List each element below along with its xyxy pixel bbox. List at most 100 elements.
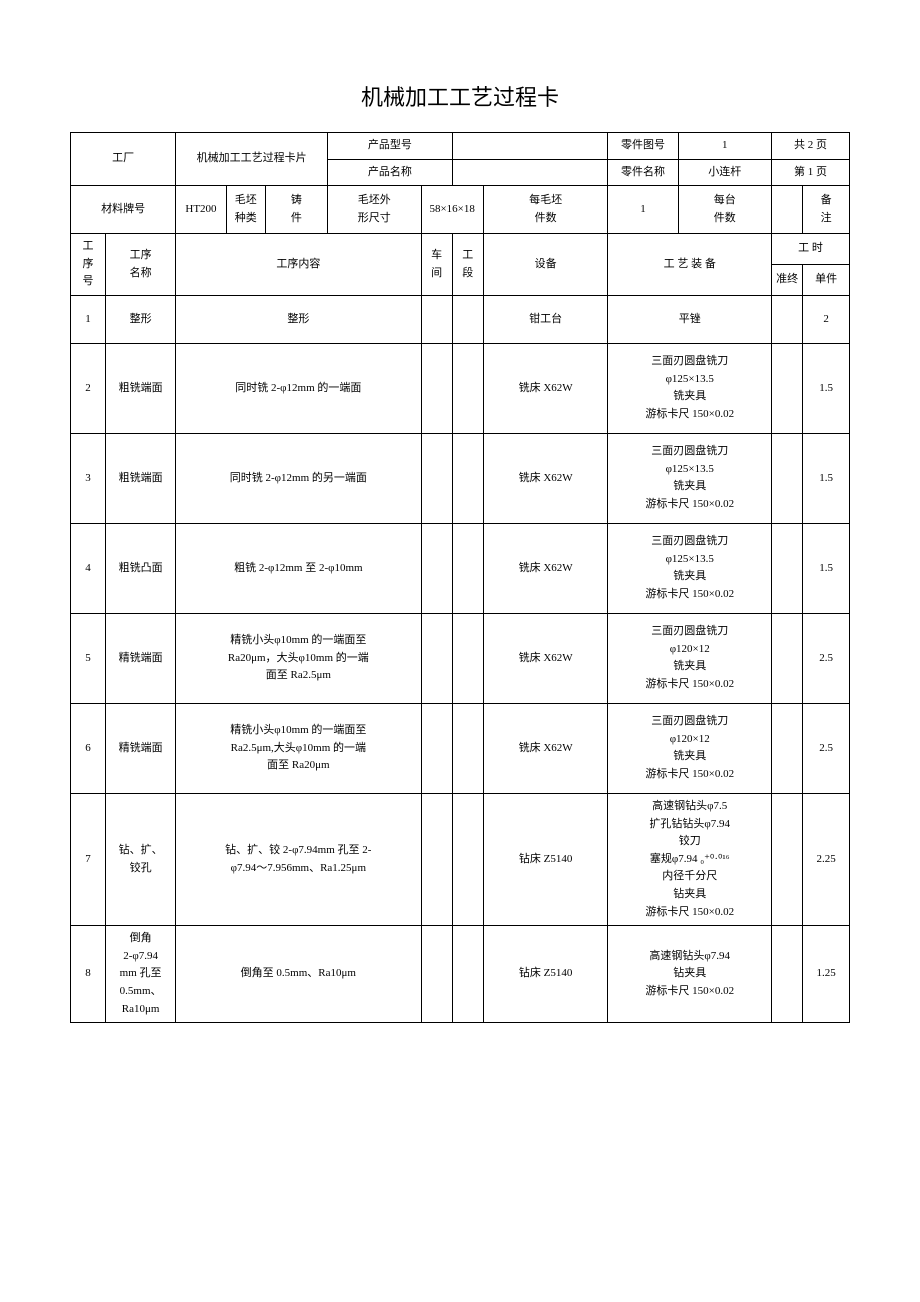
cell-prep: [772, 523, 803, 613]
material: HT200: [176, 186, 227, 234]
cell-prep: [772, 295, 803, 343]
cell-content: 同时铣 2-φ12mm 的一端面: [176, 343, 421, 433]
cell-shop: [421, 613, 452, 703]
part-name: 小连杆: [678, 159, 771, 186]
cell-seq: 1: [71, 295, 106, 343]
page-no: 第 1 页: [772, 159, 850, 186]
cell-seq: 6: [71, 703, 106, 793]
col-seq: 工 序 号: [71, 234, 106, 296]
material-label: 材料牌号: [71, 186, 176, 234]
col-tooling: 工 艺 装 备: [608, 234, 772, 296]
cell-tooling: 三面刃圆盘铣刀 φ125×13.5 铣夹具 游标卡尺 150×0.02: [608, 343, 772, 433]
cell-name: 钻、扩、 铰孔: [106, 793, 176, 925]
cell-equipment: 钻床 Z5140: [483, 793, 608, 925]
cell-name: 粗铣端面: [106, 433, 176, 523]
page-title: 机械加工工艺过程卡: [70, 80, 850, 112]
cell-content: 钻、扩、铰 2-φ7.94mm 孔至 2- φ7.94～7.956mm、Ra1.…: [176, 793, 421, 925]
cell-section: [452, 523, 483, 613]
remark-label: 备 注: [803, 186, 850, 234]
part-drawing: 1: [678, 133, 771, 160]
col-equipment: 设备: [483, 234, 608, 296]
table-row: 7钻、扩、 铰孔钻、扩、铰 2-φ7.94mm 孔至 2- φ7.94～7.95…: [71, 793, 850, 925]
table-row: 3粗铣端面同时铣 2-φ12mm 的另一端面铣床 X62W三面刃圆盘铣刀 φ12…: [71, 433, 850, 523]
cell-equipment: 铣床 X62W: [483, 343, 608, 433]
part-drawing-label: 零件图号: [608, 133, 678, 160]
header-row-1: 工厂 机械加工工艺过程卡片 产品型号 零件图号 1 共 2 页: [71, 133, 850, 160]
material-row: 材料牌号 HT200 毛坯 种类 铸 件 毛坯外 形尺寸 58×16×18 每毛…: [71, 186, 850, 234]
cell-tooling: 三面刃圆盘铣刀 φ125×13.5 铣夹具 游标卡尺 150×0.02: [608, 433, 772, 523]
cell-seq: 4: [71, 523, 106, 613]
factory-label: 工厂: [71, 133, 176, 186]
cell-section: [452, 703, 483, 793]
cell-unit: 1.5: [803, 433, 850, 523]
cell-seq: 7: [71, 793, 106, 925]
cell-name: 精铣端面: [106, 613, 176, 703]
process-card-table: 工厂 机械加工工艺过程卡片 产品型号 零件图号 1 共 2 页 产品名称 零件名…: [70, 132, 850, 1023]
blank-size-label: 毛坯外 形尺寸: [328, 186, 421, 234]
cell-shop: [421, 703, 452, 793]
col-prep: 准终: [772, 265, 803, 296]
cell-seq: 3: [71, 433, 106, 523]
table-row: 4粗铣凸面粗铣 2-φ12mm 至 2-φ10mm铣床 X62W三面刃圆盘铣刀 …: [71, 523, 850, 613]
blank-type-label: 毛坯 种类: [226, 186, 265, 234]
cell-equipment: 铣床 X62W: [483, 703, 608, 793]
col-section: 工 段: [452, 234, 483, 296]
col-head-row-1: 工 序 号 工序 名称 工序内容 车 间 工 段 设备 工 艺 装 备 工 时: [71, 234, 850, 265]
cell-shop: [421, 343, 452, 433]
cell-content: 精铣小头φ10mm 的一端面至 Ra2.5μm,大头φ10mm 的一端 面至 R…: [176, 703, 421, 793]
cell-prep: [772, 613, 803, 703]
part-name-label: 零件名称: [608, 159, 678, 186]
col-unit: 单件: [803, 265, 850, 296]
cell-section: [452, 295, 483, 343]
cell-section: [452, 433, 483, 523]
cell-prep: [772, 343, 803, 433]
cell-seq: 5: [71, 613, 106, 703]
table-row: 1整形整形钳工台平锉2: [71, 295, 850, 343]
card-name: 机械加工工艺过程卡片: [176, 133, 328, 186]
table-row: 5精铣端面精铣小头φ10mm 的一端面至 Ra20μm，大头φ10mm 的一端 …: [71, 613, 850, 703]
blank-size: 58×16×18: [421, 186, 483, 234]
cell-section: [452, 793, 483, 925]
cell-section: [452, 613, 483, 703]
cell-name: 整形: [106, 295, 176, 343]
cell-name: 精铣端面: [106, 703, 176, 793]
table-row: 8倒角 2-φ7.94 mm 孔至 0.5mm、 Ra10μm倒角至 0.5mm…: [71, 926, 850, 1023]
cell-seq: 8: [71, 926, 106, 1023]
cell-shop: [421, 793, 452, 925]
cell-prep: [772, 793, 803, 925]
table-body: 1整形整形钳工台平锉22粗铣端面同时铣 2-φ12mm 的一端面铣床 X62W三…: [71, 295, 850, 1022]
cell-unit: 1.5: [803, 343, 850, 433]
cell-equipment: 铣床 X62W: [483, 433, 608, 523]
cell-content: 整形: [176, 295, 421, 343]
cell-unit: 2.5: [803, 613, 850, 703]
blank-type: 铸 件: [265, 186, 327, 234]
cell-section: [452, 926, 483, 1023]
col-shop: 车 间: [421, 234, 452, 296]
cell-tooling: 三面刃圆盘铣刀 φ120×12 铣夹具 游标卡尺 150×0.02: [608, 613, 772, 703]
product-name: [452, 159, 608, 186]
cell-tooling: 三面刃圆盘铣刀 φ120×12 铣夹具 游标卡尺 150×0.02: [608, 703, 772, 793]
cell-tooling: 三面刃圆盘铣刀 φ125×13.5 铣夹具 游标卡尺 150×0.02: [608, 523, 772, 613]
cell-unit: 2.25: [803, 793, 850, 925]
cell-content: 倒角至 0.5mm、Ra10μm: [176, 926, 421, 1023]
cell-prep: [772, 926, 803, 1023]
cell-shop: [421, 433, 452, 523]
cell-equipment: 铣床 X62W: [483, 613, 608, 703]
per-unit: [772, 186, 803, 234]
cell-seq: 2: [71, 343, 106, 433]
cell-name: 粗铣端面: [106, 343, 176, 433]
cell-content: 精铣小头φ10mm 的一端面至 Ra20μm，大头φ10mm 的一端 面至 Ra…: [176, 613, 421, 703]
col-name: 工序 名称: [106, 234, 176, 296]
col-content: 工序内容: [176, 234, 421, 296]
cell-unit: 2: [803, 295, 850, 343]
cell-prep: [772, 703, 803, 793]
cell-content: 同时铣 2-φ12mm 的另一端面: [176, 433, 421, 523]
table-row: 2粗铣端面同时铣 2-φ12mm 的一端面铣床 X62W三面刃圆盘铣刀 φ125…: [71, 343, 850, 433]
cell-shop: [421, 926, 452, 1023]
cell-prep: [772, 433, 803, 523]
cell-tooling: 高速钢钻头φ7.94 钻夹具 游标卡尺 150×0.02: [608, 926, 772, 1023]
cell-shop: [421, 523, 452, 613]
cell-section: [452, 343, 483, 433]
cell-equipment: 钳工台: [483, 295, 608, 343]
cell-content: 粗铣 2-φ12mm 至 2-φ10mm: [176, 523, 421, 613]
